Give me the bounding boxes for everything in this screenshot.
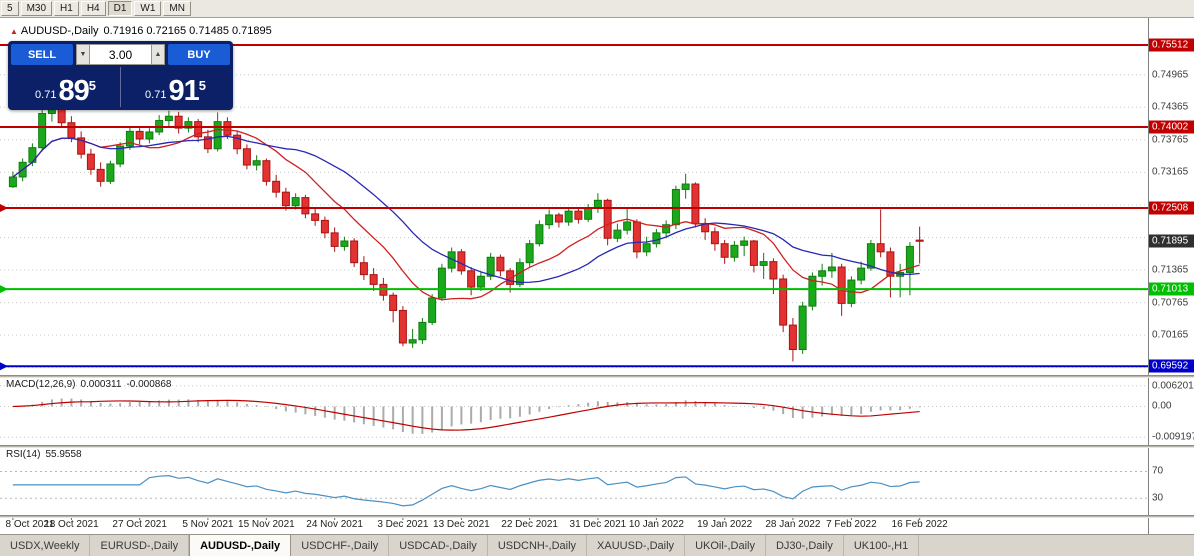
buy-price-big: 91 bbox=[168, 75, 199, 107]
rsi-name: RSI(14) bbox=[6, 449, 41, 460]
price-axis-label: 0.74365 bbox=[1152, 101, 1189, 113]
price-axis-label: 0.71365 bbox=[1152, 264, 1189, 276]
chart-tab-usdcnh-daily[interactable]: USDCNH-,Daily bbox=[488, 535, 588, 556]
timeframe-toolbar: 5 M30 H1 H4 D1 W1 MN bbox=[0, 0, 1194, 18]
chart-title: ▲ AUDUSD-,Daily 0.71916 0.72165 0.71485 0.… bbox=[10, 25, 272, 37]
date-axis-label: 10 Jan 2022 bbox=[628, 519, 684, 530]
sell-price[interactable]: 0.71 89 5 bbox=[11, 67, 120, 107]
chart-tab-dj30-daily[interactable]: DJ30-,Daily bbox=[766, 535, 844, 556]
price-axis-label: 0.73765 bbox=[1152, 134, 1189, 146]
sell-price-prefix: 0.71 bbox=[35, 89, 57, 101]
date-axis-label: 5 Nov 2021 bbox=[182, 519, 234, 530]
price-axis-label: 0.73165 bbox=[1152, 166, 1189, 178]
chart-tab-bar: USDX,Weekly EURUSD-,Daily AUDUSD-,Daily USD… bbox=[0, 534, 1194, 556]
chart-area: ▲ AUDUSD-,Daily 0.71916 0.72165 0.71485 0.… bbox=[0, 18, 1194, 534]
timeframe-button-w1[interactable]: W1 bbox=[134, 1, 162, 16]
date-axis-label: 31 Dec 2021 bbox=[569, 519, 627, 530]
price-axis-label: 0.74965 bbox=[1152, 69, 1189, 81]
chart-tab-uk100-h1[interactable]: UK100-,H1 bbox=[844, 535, 920, 556]
pane-separator[interactable] bbox=[0, 445, 1194, 448]
rsi-value: 55.9558 bbox=[45, 449, 82, 460]
buy-price-sup: 5 bbox=[198, 78, 206, 93]
chart-symbol-label: AUDUSD-,Daily bbox=[20, 25, 99, 37]
timeframe-button-h4[interactable]: H4 bbox=[80, 1, 106, 16]
chart-tab-eurusd-daily[interactable]: EURUSD-,Daily bbox=[90, 535, 190, 556]
date-axis-label: 8 Oct 2021 bbox=[5, 519, 55, 530]
buy-button[interactable]: BUY bbox=[168, 44, 230, 65]
macd-axis-label: 0.00 bbox=[1152, 400, 1172, 412]
sell-button[interactable]: SELL bbox=[11, 44, 73, 65]
price-level-badge: 0.71013 bbox=[1149, 282, 1194, 296]
rsi-axis-label: 30 bbox=[1152, 492, 1164, 504]
price-level-badge: 0.72508 bbox=[1149, 201, 1194, 215]
chart-tab-audusd-daily[interactable]: AUDUSD-,Daily bbox=[189, 535, 292, 556]
chart-tab-usdchf-daily[interactable]: USDCHF-,Daily bbox=[291, 535, 390, 556]
timeframe-button-mn[interactable]: MN bbox=[163, 1, 191, 16]
symbol-marker-icon: ▲ bbox=[10, 27, 18, 36]
sell-price-big: 89 bbox=[58, 75, 89, 107]
price-axis[interactable]: 0.74965 0.74365 0.73765 0.73165 0.71365 0.707… bbox=[1148, 18, 1194, 534]
macd-axis-label: 0.006201 bbox=[1152, 380, 1194, 392]
one-click-trading-widget: SELL ▼ 3.00 ▲ BUY 0.71 89 5 0.71 bbox=[8, 41, 233, 110]
date-axis-label: 19 Jan 2022 bbox=[697, 519, 753, 530]
chart-ohlc-values: 0.71916 0.72165 0.71485 0.71895 bbox=[103, 25, 272, 37]
buy-price-prefix: 0.71 bbox=[145, 89, 167, 101]
buy-price[interactable]: 0.71 91 5 bbox=[120, 67, 230, 107]
date-axis-label: 27 Oct 2021 bbox=[112, 519, 167, 530]
date-axis-label: 28 Jan 2022 bbox=[765, 519, 821, 530]
volume-stepper: ▼ 3.00 ▲ bbox=[76, 44, 165, 65]
date-axis-label: 22 Dec 2021 bbox=[501, 519, 558, 530]
date-axis-label: 24 Nov 2021 bbox=[306, 519, 363, 530]
date-axis-label: 3 Dec 2021 bbox=[377, 519, 429, 530]
macd-name: MACD(12,26,9) bbox=[6, 379, 76, 390]
timeframe-button-d1[interactable]: D1 bbox=[107, 1, 133, 16]
pane-separator[interactable] bbox=[0, 375, 1194, 378]
macd-axis-label: -0.009197 bbox=[1152, 431, 1194, 443]
date-axis-label: 16 Feb 2022 bbox=[891, 519, 948, 530]
current-price-badge: 0.71895 bbox=[1149, 234, 1194, 248]
macd-value-main: 0.000311 bbox=[80, 379, 122, 390]
rsi-indicator-label: RSI(14) 55.9558 bbox=[6, 449, 82, 460]
chart-tab-xauusd-daily[interactable]: XAUUSD-,Daily bbox=[587, 535, 686, 556]
timeframe-button-h1[interactable]: H1 bbox=[54, 1, 79, 16]
volume-decrease-icon[interactable]: ▼ bbox=[76, 44, 90, 65]
volume-field[interactable]: 3.00 bbox=[90, 44, 151, 65]
price-level-badge: 0.74002 bbox=[1149, 120, 1194, 134]
volume-increase-icon[interactable]: ▲ bbox=[151, 44, 165, 65]
price-axis-label: 0.70165 bbox=[1152, 329, 1189, 341]
price-axis-label: 0.70765 bbox=[1152, 297, 1189, 309]
sell-price-sup: 5 bbox=[88, 78, 96, 93]
macd-indicator-label: MACD(12,26,9) 0.000311 -0.000868 bbox=[6, 379, 171, 390]
chart-tab-ukoil-daily[interactable]: UKOil-,Daily bbox=[685, 535, 766, 556]
price-level-badge: 0.69592 bbox=[1149, 359, 1194, 373]
pane-separator bbox=[0, 515, 1194, 518]
date-axis-label: 7 Feb 2022 bbox=[826, 519, 877, 530]
rsi-axis-label: 70 bbox=[1152, 465, 1164, 477]
chart-tab-usdx-weekly[interactable]: USDX,Weekly bbox=[0, 535, 91, 556]
date-axis-label: 15 Nov 2021 bbox=[238, 519, 295, 530]
price-level-badge: 0.75512 bbox=[1149, 38, 1194, 52]
macd-value-signal: -0.000868 bbox=[126, 379, 172, 390]
chart-tab-usdcad-daily[interactable]: USDCAD-,Daily bbox=[389, 535, 488, 556]
timeframe-button-5[interactable]: 5 bbox=[1, 1, 19, 16]
chart-panes: ▲ AUDUSD-,Daily 0.71916 0.72165 0.71485 0.… bbox=[0, 18, 1148, 534]
date-axis-label: 13 Dec 2021 bbox=[433, 519, 490, 530]
date-axis-label: 18 Oct 2021 bbox=[44, 519, 99, 530]
timeframe-button-m30[interactable]: M30 bbox=[20, 1, 53, 16]
